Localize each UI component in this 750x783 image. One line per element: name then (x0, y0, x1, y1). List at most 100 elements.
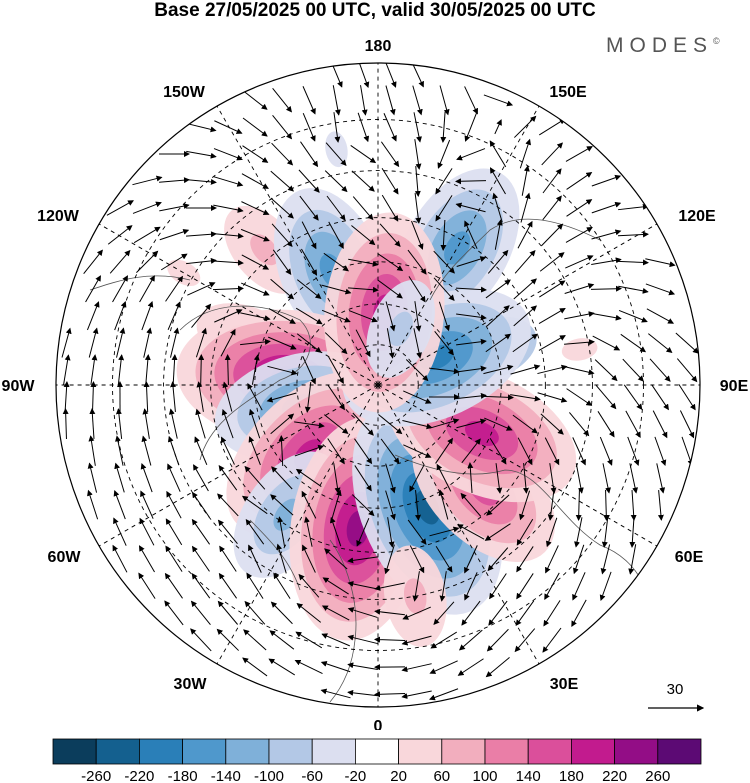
wind-arrow (544, 572, 560, 601)
wind-arrow (347, 581, 378, 590)
wind-arrow (326, 195, 346, 221)
wind-arrow (218, 572, 238, 599)
wind-arrow (486, 494, 510, 516)
wind-arrow (403, 390, 432, 404)
wind-arrow (628, 544, 637, 575)
wind-arrow (483, 364, 514, 375)
wind-arrow (86, 301, 100, 331)
wind-arrow (301, 221, 317, 250)
wind-arrow (304, 516, 313, 547)
wind-arrow (601, 517, 609, 548)
wind-arrow (241, 201, 270, 215)
lon-label-150w: 150W (163, 84, 206, 101)
wind-arrow (433, 250, 455, 274)
wind-arrow (165, 545, 183, 572)
wind-arrow (217, 519, 238, 544)
wind-arrow (112, 275, 128, 303)
wind-arrow (538, 335, 566, 351)
wind-arrow (380, 438, 400, 464)
wind-arrow (429, 367, 460, 375)
colorbar-box (614, 738, 659, 765)
wind-arrow (458, 629, 483, 651)
wind-arrow (564, 283, 595, 294)
wind-arrow (455, 286, 487, 293)
wind-arrow (191, 573, 211, 599)
wind-arrow (541, 223, 564, 247)
wind-arrow (138, 572, 156, 599)
wind-arrow (485, 279, 511, 299)
wind-arrow (599, 436, 613, 466)
wind-arrow (517, 220, 533, 249)
wind-arrow (602, 463, 611, 494)
wind-arrow (355, 329, 371, 358)
wind-arrow (494, 219, 503, 250)
wind-arrow (539, 280, 566, 298)
wind-arrow (439, 85, 450, 116)
wind-arrow (675, 332, 699, 354)
wind-arrow (414, 139, 422, 170)
lon-label-0: 0 (374, 718, 383, 730)
wind-arrow (385, 490, 396, 521)
wind-arrow (218, 465, 238, 491)
wind-arrow (186, 122, 217, 133)
colorbar-tick-label: -220 (124, 768, 154, 783)
wind-arrow (455, 178, 487, 185)
wind-arrow (322, 577, 349, 595)
wind-arrow (270, 413, 295, 435)
wind-arrow (430, 631, 458, 649)
wind-arrow (196, 381, 204, 412)
anomaly-blob (325, 131, 348, 168)
colorbar-tick-label: 260 (645, 768, 670, 783)
wind-arrow (485, 333, 512, 353)
wind-arrow (564, 311, 595, 320)
wind-arrow (542, 627, 562, 653)
wind-arrow (62, 408, 69, 440)
wind-arrow (437, 139, 451, 169)
wind-arrow (271, 466, 293, 490)
wind-arrow (572, 544, 585, 575)
wind-arrow (484, 523, 511, 541)
wind-arrow (268, 308, 296, 324)
wind-arrow (194, 436, 208, 466)
wind-arrow (167, 435, 180, 466)
colorbar-box (484, 738, 529, 765)
wind-arrow (109, 249, 131, 274)
wind-arrow (597, 411, 615, 438)
wind-arrow (542, 168, 562, 194)
wind-arrow (187, 282, 216, 296)
wind-arrow (132, 175, 163, 186)
wind-arrow (351, 494, 375, 517)
wind-arrow (455, 202, 486, 213)
wind-arrow (248, 436, 261, 466)
wind-arrow (572, 437, 586, 466)
wind-arrow (141, 435, 152, 466)
wind-arrow (241, 254, 270, 270)
wind-arrow (592, 335, 621, 351)
wind-arrow (294, 444, 325, 457)
wind-arrow (456, 256, 487, 267)
colorbar-box (311, 738, 356, 765)
map-border (55, 62, 701, 708)
wind-arrow (219, 545, 237, 572)
wind-arrow (270, 494, 294, 516)
wind-arrow (545, 517, 558, 548)
anomaly-level (250, 234, 279, 266)
wind-arrow (248, 544, 262, 573)
wind-arrow (304, 382, 312, 413)
wind-arrow (464, 220, 478, 249)
wind-arrow (350, 145, 377, 164)
colorbar-tick-label: 140 (516, 768, 541, 783)
wind-arrow (512, 333, 539, 353)
wind-arrow (277, 516, 286, 547)
wind-arrow (457, 658, 484, 676)
wind-arrow (324, 332, 348, 355)
wind-arrow (191, 545, 210, 572)
wind-arrow (591, 312, 622, 321)
colorbar-tick-label: -100 (254, 768, 284, 783)
wind-arrow (571, 599, 587, 628)
wind-arrow (383, 113, 397, 142)
wind-arrow (323, 414, 349, 434)
wind-arrow (348, 310, 378, 323)
wind-arrow (266, 392, 297, 403)
wind-arrow (347, 607, 378, 618)
